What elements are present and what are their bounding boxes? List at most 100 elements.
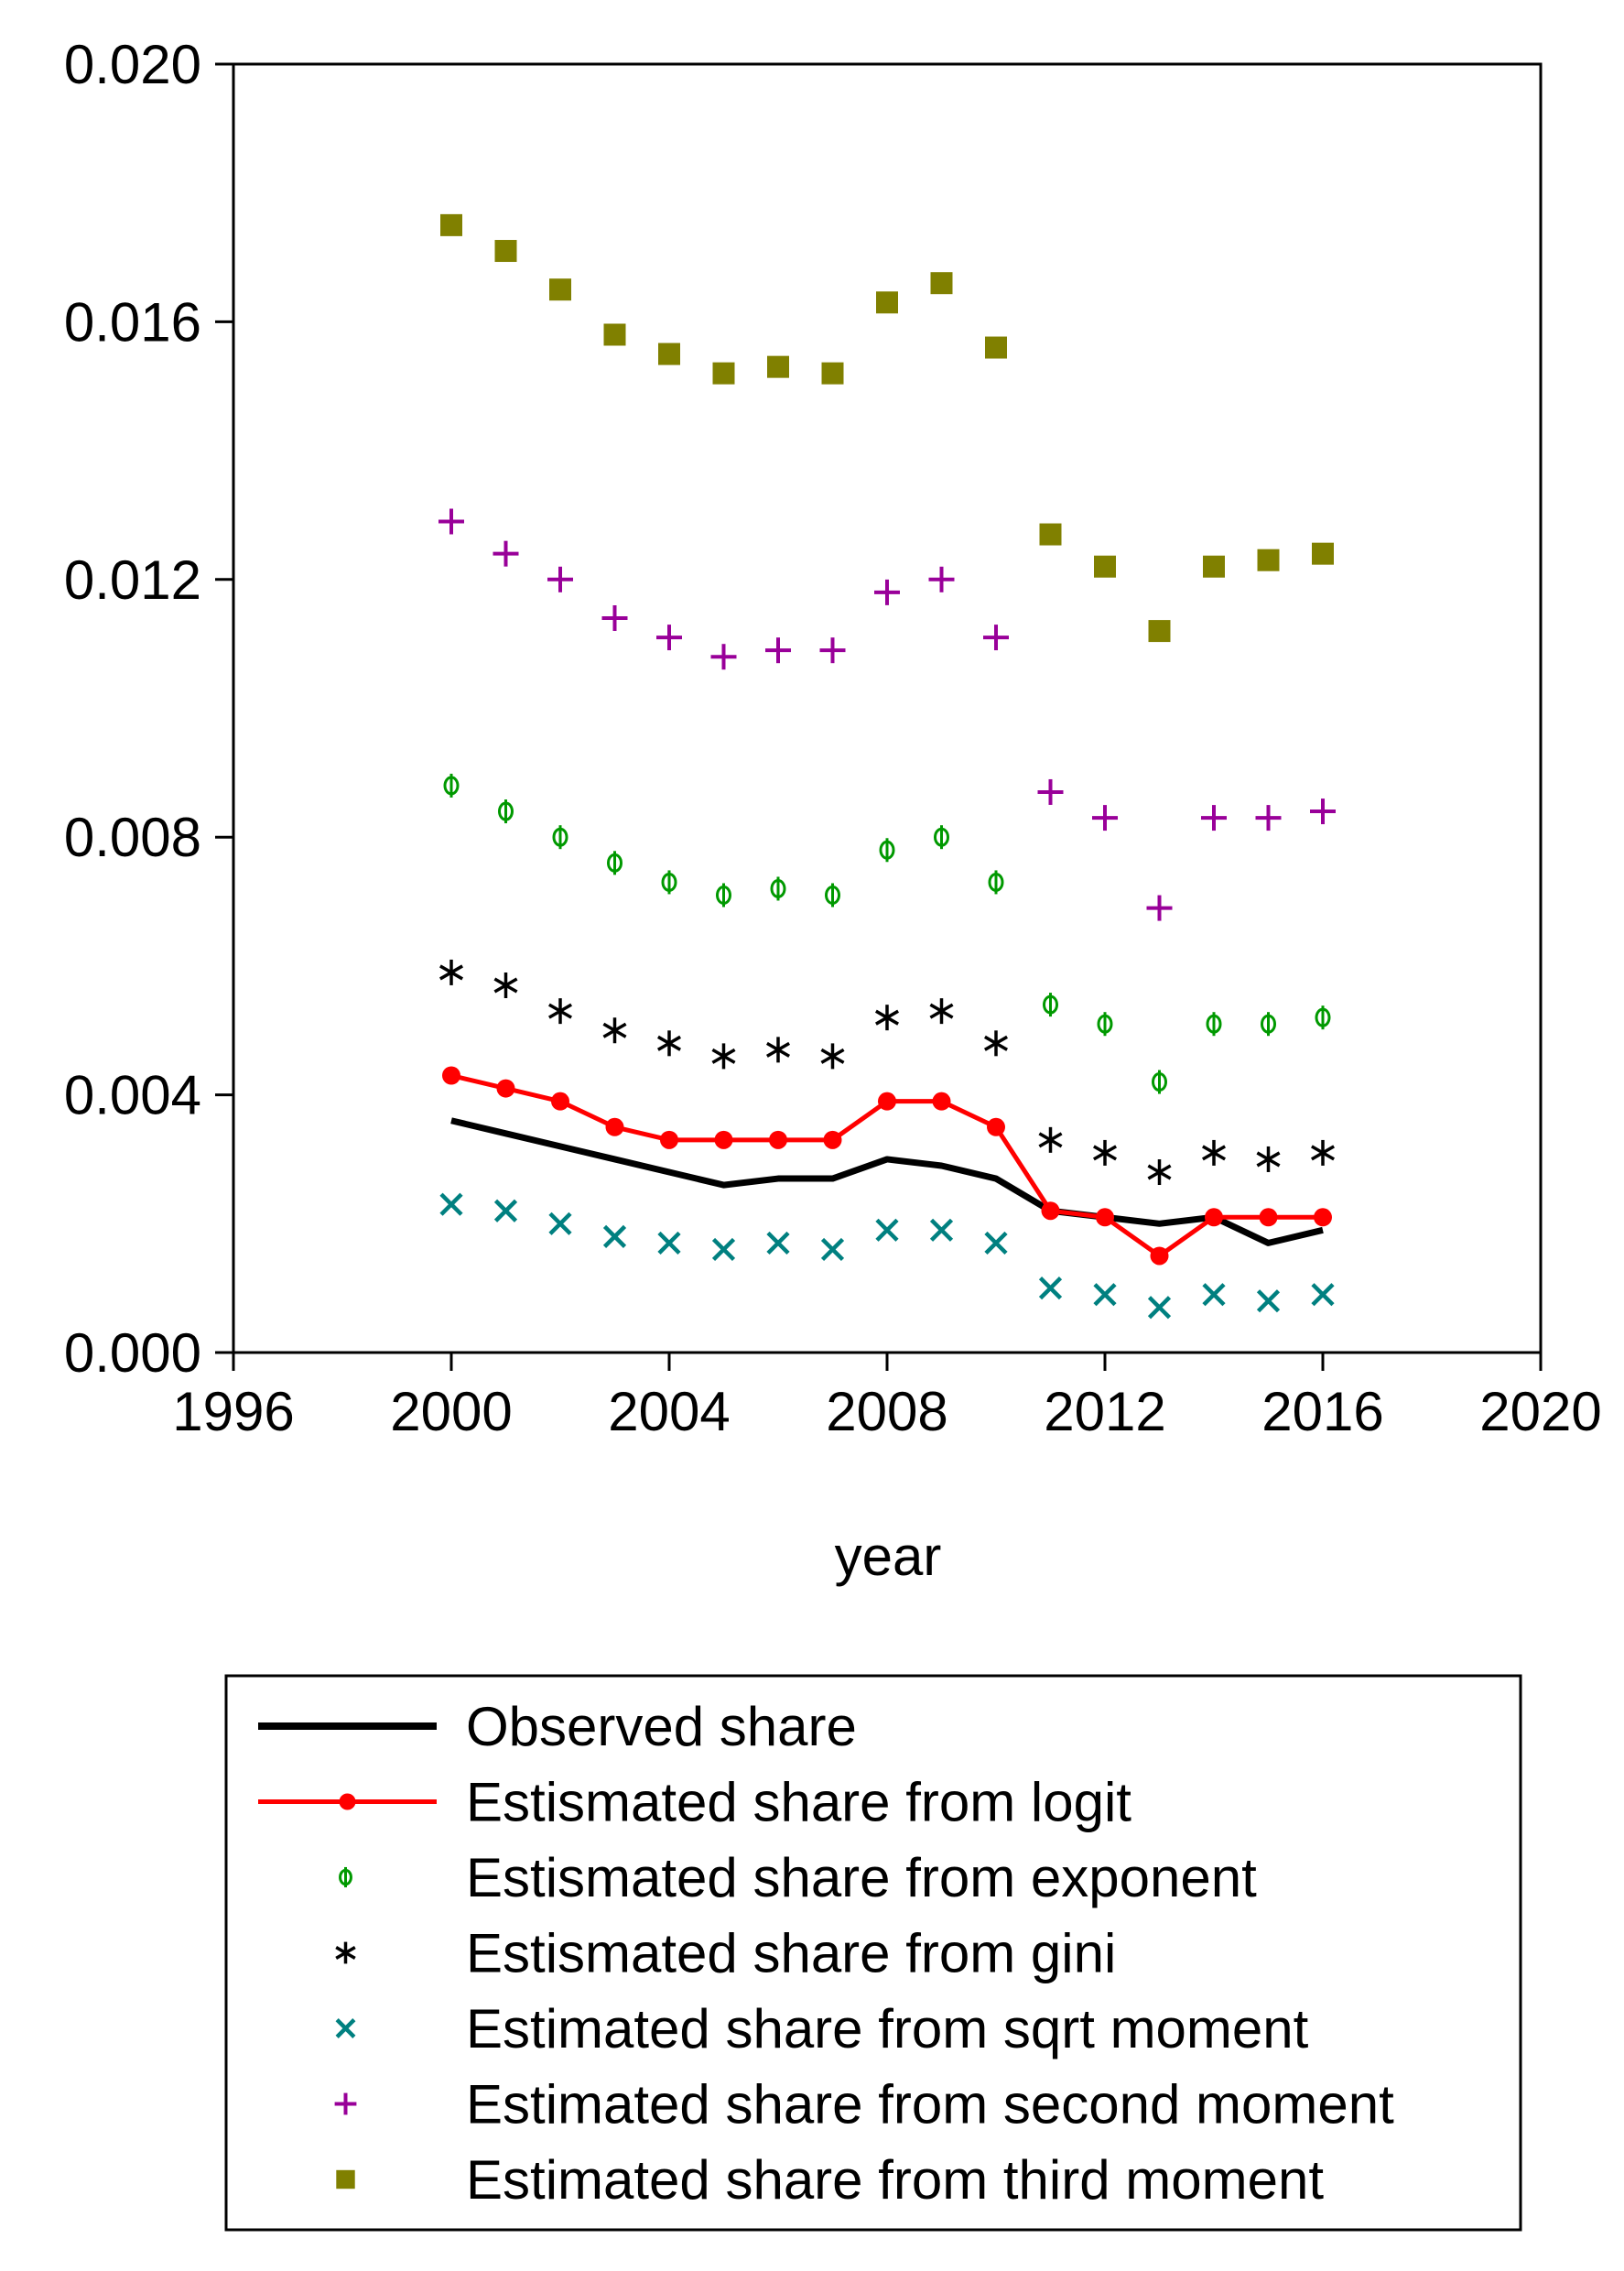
x-tick-label: 2016 (1261, 1381, 1383, 1442)
point-marker (766, 1231, 790, 1255)
point-marker (1041, 1201, 1060, 1221)
point-marker (498, 799, 514, 824)
point-marker (1203, 555, 1225, 578)
point-marker (875, 1005, 899, 1031)
point-marker (552, 825, 568, 850)
point-marker (934, 825, 949, 850)
point-marker (929, 1218, 954, 1242)
point-marker (1311, 1139, 1335, 1166)
y-tick-label: 0.016 (64, 291, 201, 353)
y-axis: 0.000 0.004 0.008 0.012 0.016 0.020 (64, 34, 233, 1384)
point-marker (548, 998, 572, 1025)
point-marker (1147, 1296, 1172, 1320)
point-marker (335, 1941, 356, 1964)
point-marker (1314, 1208, 1332, 1227)
point-marker (1093, 1283, 1117, 1307)
point-marker (821, 362, 844, 385)
legend-label: Estismated share from exponent (466, 1847, 1257, 1908)
point-marker (493, 973, 518, 999)
point-marker (602, 1017, 627, 1044)
point-marker (1311, 1283, 1335, 1307)
point-marker (339, 1793, 356, 1810)
point-marker (983, 625, 1009, 651)
point-marker (1256, 1146, 1281, 1172)
point-marker (766, 1037, 790, 1063)
x-tick-label: 2012 (1044, 1381, 1165, 1442)
point-marker (603, 323, 626, 346)
series-0 (450, 1117, 1324, 1246)
legend-item: Observed share (258, 1696, 857, 1757)
legend-label: Estismated share from gini (466, 1923, 1116, 1984)
point-marker (928, 566, 955, 592)
point-marker (1096, 1208, 1114, 1227)
point-marker (607, 851, 623, 875)
point-marker (714, 1130, 733, 1149)
point-marker (1147, 1159, 1172, 1186)
series-3 (439, 959, 1335, 1186)
point-marker (1146, 895, 1173, 921)
point-marker (496, 1079, 515, 1098)
x-axis: 1996 2000 2004 2008 2012 2016 2020 (172, 1353, 1602, 1442)
point-marker (605, 1117, 624, 1136)
point-marker (493, 1199, 518, 1222)
point-marker (711, 1237, 736, 1262)
point-marker (494, 240, 517, 263)
point-marker (1150, 1246, 1169, 1266)
y-tick-label: 0.004 (64, 1065, 201, 1126)
legend-label: Observed share (466, 1696, 857, 1757)
y-tick-label: 0.012 (64, 549, 201, 611)
point-marker (440, 213, 462, 236)
x-tick-label: 1996 (172, 1381, 294, 1442)
point-marker (765, 637, 791, 664)
point-marker (879, 838, 895, 863)
point-marker (825, 883, 840, 907)
point-marker (1202, 1283, 1226, 1307)
point-marker (1205, 1208, 1223, 1227)
point-marker (1312, 542, 1334, 565)
x-tick-label: 2004 (608, 1381, 730, 1442)
legend-item: Estismated share from gini (335, 1923, 1116, 1984)
legend-item: Estismated share from exponent (339, 1847, 1257, 1908)
point-marker (819, 637, 846, 664)
y-tick-label: 0.000 (64, 1322, 201, 1384)
point-marker (932, 1092, 951, 1111)
point-marker (1043, 993, 1058, 1017)
point-marker (874, 579, 900, 605)
point-marker (1259, 1208, 1278, 1227)
point-marker (770, 876, 786, 901)
point-marker (1206, 1012, 1222, 1037)
point-marker (493, 540, 519, 567)
point-marker (876, 291, 898, 314)
point-marker (657, 1231, 681, 1255)
point-marker (1038, 1277, 1063, 1300)
point-marker (657, 1030, 681, 1057)
legend-label: Estimated share from sqrt moment (466, 1998, 1309, 2059)
point-marker (878, 1092, 896, 1111)
point-marker (336, 2169, 355, 2190)
series-4 (439, 1192, 1335, 1320)
point-marker (442, 1066, 460, 1085)
point-marker (1093, 1139, 1117, 1166)
point-marker (661, 870, 677, 895)
legend-label: Estismated share from logit (466, 1772, 1131, 1833)
point-marker (549, 278, 571, 301)
y-tick-label: 0.020 (64, 34, 201, 95)
point-marker (551, 1092, 569, 1111)
point-marker (439, 959, 463, 985)
point-marker (335, 2018, 356, 2038)
y-tick-label: 0.008 (64, 807, 201, 868)
point-marker (930, 272, 953, 295)
series-6 (440, 213, 1334, 643)
point-marker (929, 998, 954, 1025)
series-2 (443, 773, 1331, 1094)
point-marker (1310, 799, 1336, 825)
point-marker (443, 773, 460, 798)
point-marker (984, 1231, 1008, 1255)
point-marker (439, 1192, 463, 1216)
point-marker (1256, 1289, 1281, 1313)
point-marker (1097, 1012, 1113, 1037)
point-marker (660, 1130, 678, 1149)
legend-item: Estismated share from logit (258, 1772, 1131, 1833)
